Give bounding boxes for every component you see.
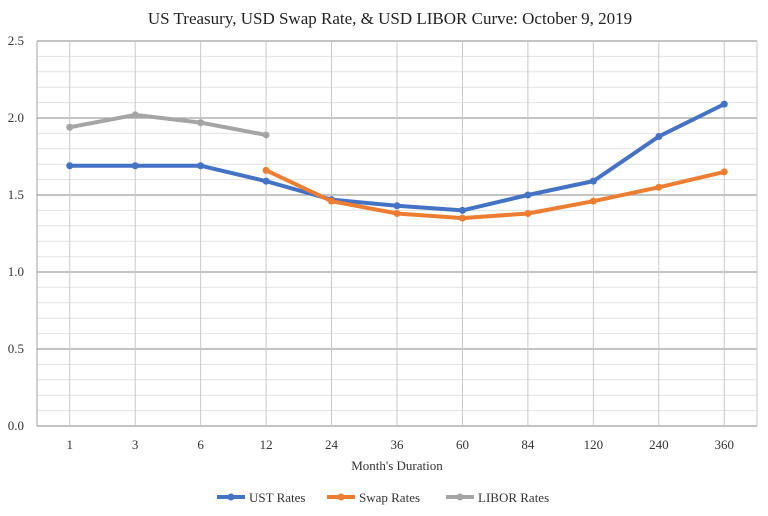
data-point xyxy=(720,168,728,176)
x-tick-label: 24 xyxy=(325,437,339,452)
legend-label: UST Rates xyxy=(249,490,305,505)
legend-label: LIBOR Rates xyxy=(478,490,549,505)
data-point xyxy=(262,131,270,139)
data-point xyxy=(328,197,336,205)
data-point xyxy=(655,132,663,140)
x-tick-label: 240 xyxy=(649,437,669,452)
data-point xyxy=(262,177,270,185)
data-point xyxy=(458,214,466,222)
x-tick-label: 12 xyxy=(260,437,273,452)
data-point xyxy=(393,209,401,217)
data-point xyxy=(524,209,532,217)
x-tick-label: 60 xyxy=(456,437,469,452)
x-tick-label: 1 xyxy=(66,437,73,452)
y-tick-label: 1.0 xyxy=(8,264,24,279)
data-point xyxy=(655,183,663,191)
legend-marker xyxy=(337,493,345,501)
data-point xyxy=(66,123,74,131)
legend-item: LIBOR Rates xyxy=(446,490,549,505)
data-point xyxy=(589,177,597,185)
legend-label: Swap Rates xyxy=(359,490,420,505)
legend-item: UST Rates xyxy=(217,490,305,505)
y-tick-label: 1.5 xyxy=(8,187,24,202)
x-tick-label: 120 xyxy=(584,437,604,452)
data-point xyxy=(66,162,74,170)
y-tick-label: 2.0 xyxy=(8,110,24,125)
legend-item: Swap Rates xyxy=(327,490,420,505)
data-point xyxy=(458,206,466,214)
y-tick-label: 0.0 xyxy=(8,418,24,433)
legend-marker xyxy=(456,493,464,501)
x-axis-label: Month's Duration xyxy=(351,458,443,473)
data-point xyxy=(720,100,728,108)
chart-title: US Treasury, USD Swap Rate, & USD LIBOR … xyxy=(148,9,632,28)
data-point xyxy=(524,191,532,199)
data-point xyxy=(131,162,139,170)
data-point xyxy=(262,166,270,174)
data-point xyxy=(197,119,205,127)
y-tick-label: 2.5 xyxy=(8,33,24,48)
data-point xyxy=(589,197,597,205)
x-tick-label: 36 xyxy=(391,437,405,452)
legend-marker xyxy=(227,493,235,501)
data-point xyxy=(393,202,401,210)
series-line-libor-rates xyxy=(67,112,269,137)
x-tick-label: 360 xyxy=(715,437,735,452)
x-tick-label: 84 xyxy=(521,437,535,452)
data-point xyxy=(131,111,139,119)
x-tick-label: 6 xyxy=(197,437,204,452)
x-tick-label: 3 xyxy=(132,437,139,452)
series-line-swap-rates xyxy=(264,168,727,221)
y-tick-label: 0.5 xyxy=(8,341,24,356)
data-point xyxy=(197,162,205,170)
